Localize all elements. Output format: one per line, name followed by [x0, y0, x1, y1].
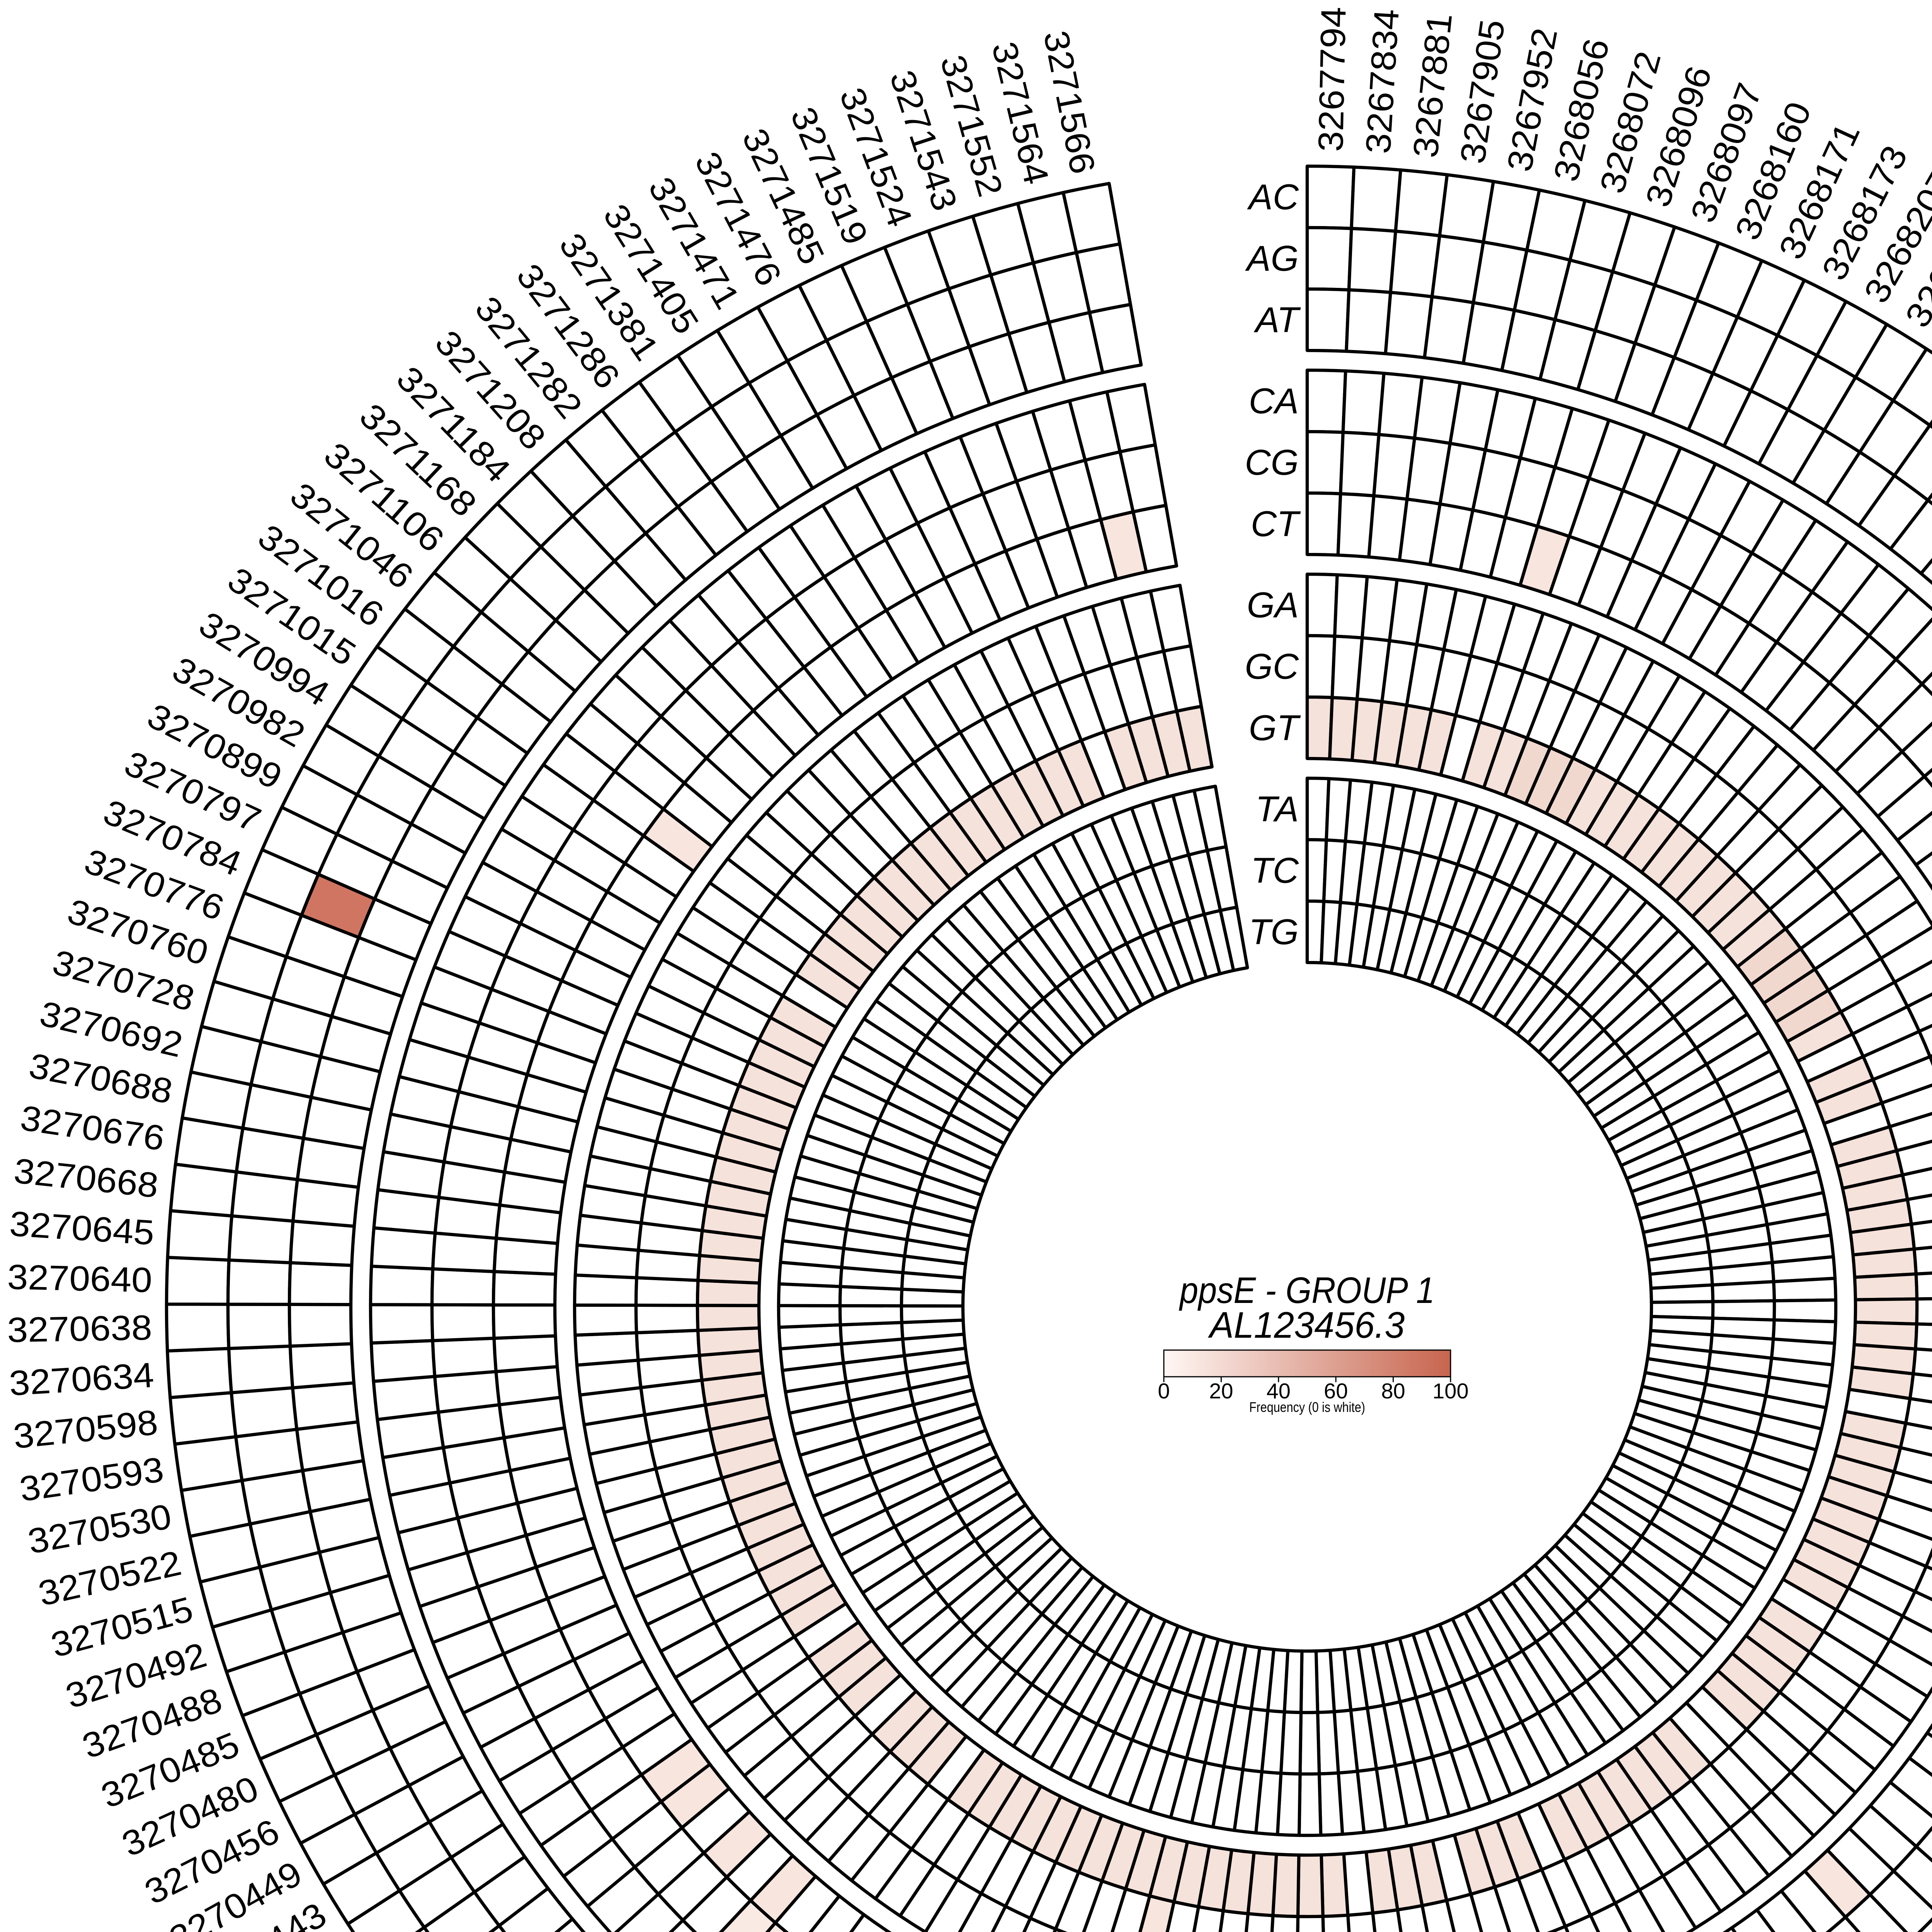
- svg-text:100: 100: [1432, 1379, 1468, 1403]
- svg-text:3270640: 3270640: [7, 1258, 153, 1300]
- svg-text:3267834: 3267834: [1359, 8, 1406, 155]
- svg-text:80: 80: [1381, 1379, 1405, 1403]
- svg-text:TA: TA: [1255, 789, 1299, 829]
- svg-text:GT: GT: [1249, 708, 1301, 748]
- svg-text:AG: AG: [1245, 238, 1299, 279]
- svg-text:20: 20: [1209, 1379, 1233, 1403]
- svg-text:TG: TG: [1249, 912, 1299, 952]
- svg-text:Frequency (0 is white): Frequency (0 is white): [1249, 1399, 1365, 1415]
- svg-text:CA: CA: [1249, 381, 1299, 421]
- svg-text:CG: CG: [1245, 442, 1299, 483]
- svg-text:40: 40: [1267, 1379, 1291, 1403]
- svg-text:AT: AT: [1253, 300, 1301, 340]
- svg-text:CT: CT: [1251, 504, 1301, 544]
- svg-text:0: 0: [1158, 1379, 1170, 1403]
- svg-text:AC: AC: [1247, 177, 1299, 217]
- svg-text:GC: GC: [1245, 646, 1299, 687]
- svg-text:3267794: 3267794: [1311, 7, 1354, 152]
- svg-text:3270645: 3270645: [9, 1204, 156, 1253]
- svg-text:GA: GA: [1247, 585, 1299, 625]
- svg-text:60: 60: [1324, 1379, 1348, 1403]
- svg-text:3270638: 3270638: [7, 1308, 153, 1350]
- svg-text:TC: TC: [1251, 850, 1299, 891]
- svg-text:3270634: 3270634: [8, 1355, 155, 1403]
- svg-text:AL123456.3: AL123456.3: [1208, 1304, 1405, 1346]
- svg-text:ppsE - GROUP 1: ppsE - GROUP 1: [1179, 1270, 1435, 1311]
